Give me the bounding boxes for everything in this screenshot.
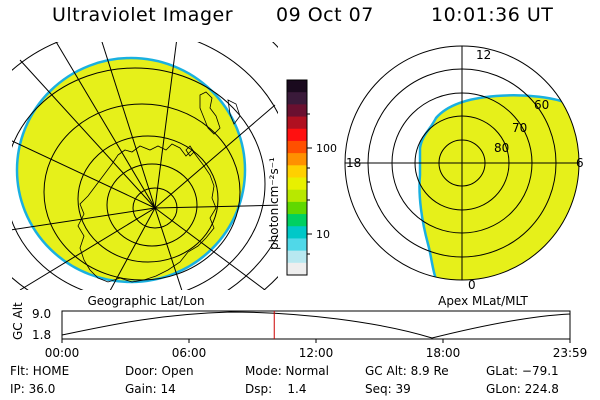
magnetic-panel: 12 18 6 0 60 70 80 Apex MLat/MLT (344, 45, 584, 308)
colorbar-gradient (287, 80, 307, 276)
timeline-ticks (61, 339, 571, 343)
ip-value: IP: 36.0 (10, 382, 56, 396)
colorbar-band (287, 153, 307, 166)
colorbar: 100 10 photon cm⁻²s⁻¹ (267, 79, 337, 276)
timeline-xtick-0600: 06:00 (172, 346, 207, 360)
colorbar-tick-10: 10 (316, 228, 330, 241)
colorbar-band (287, 189, 307, 203)
timeline-xtick-0000: 00:00 (45, 346, 80, 360)
gain-value: Gain: 14 (125, 382, 176, 396)
colorbar-unit-label: photon cm⁻²s⁻¹ (267, 157, 281, 250)
colorbar-band (287, 226, 307, 239)
colorbar-band (287, 262, 307, 276)
mlt-label-12: 12 (476, 48, 491, 62)
date-label: 09 Oct 07 (276, 4, 374, 26)
colorbar-band (287, 116, 307, 130)
door-status: Door: Open (125, 364, 194, 378)
colorbar-band (287, 177, 307, 191)
uv-image-magnetic (418, 94, 579, 280)
timeline-xtick-2359: 23:59 (553, 346, 588, 360)
timeline-ymax: 9.0 (32, 307, 51, 321)
timeline-xtick-1800: 18:00 (426, 346, 461, 360)
gc-altitude: GC Alt: 8.9 Re (365, 364, 449, 378)
colorbar-band (287, 104, 307, 118)
flight-status: Flt: HOME (10, 364, 70, 378)
geographic-panel: Geographic Lat/Lon (12, 42, 278, 308)
timeline-xtick-1200: 12:00 (299, 346, 334, 360)
colorbar-band (287, 165, 307, 178)
colorbar-band (287, 214, 307, 227)
geo-latitude: GLat: −79.1 (486, 364, 559, 378)
mlt-label-6: 6 (576, 156, 584, 170)
dsp-value: Dsp: 1.4 (245, 382, 307, 396)
mlt-label-18: 18 (346, 156, 361, 170)
longitude-grid (12, 42, 278, 290)
mlt-label-0: 0 (468, 278, 476, 292)
time-label: 10:01:36 UT (431, 4, 554, 26)
coastline (77, 91, 241, 283)
timeline-ylabel: GC Alt (11, 302, 25, 340)
geo-longitude: GLon: 224.8 (486, 382, 559, 396)
timeline-ymin: 1.8 (32, 328, 51, 342)
altitude-timeline: GC Alt 9.0 1.8 00:00 06:00 12:00 18:00 2… (11, 302, 587, 360)
mlat-label-80: 80 (494, 141, 509, 155)
geographic-caption: Geographic Lat/Lon (87, 294, 204, 308)
colorbar-ticks (307, 113, 312, 255)
app-title: Ultraviolet Imager (52, 4, 234, 26)
mlat-label-70: 70 (512, 121, 527, 135)
magnetic-caption: Apex MLat/MLT (438, 294, 528, 308)
colorbar-band (287, 250, 307, 264)
colorbar-band (287, 201, 307, 215)
colorbar-band (287, 140, 307, 154)
mlat-label-60: 60 (534, 98, 549, 112)
colorbar-band (287, 128, 307, 142)
colorbar-tick-100: 100 (316, 142, 337, 155)
mlt-grid (345, 46, 579, 280)
colorbar-band (287, 80, 307, 93)
altitude-curve (61, 311, 571, 339)
mode-status: Mode: Normal (245, 364, 329, 378)
colorbar-band (287, 92, 307, 105)
sequence-number: Seq: 39 (365, 382, 411, 396)
colorbar-band (287, 238, 307, 252)
